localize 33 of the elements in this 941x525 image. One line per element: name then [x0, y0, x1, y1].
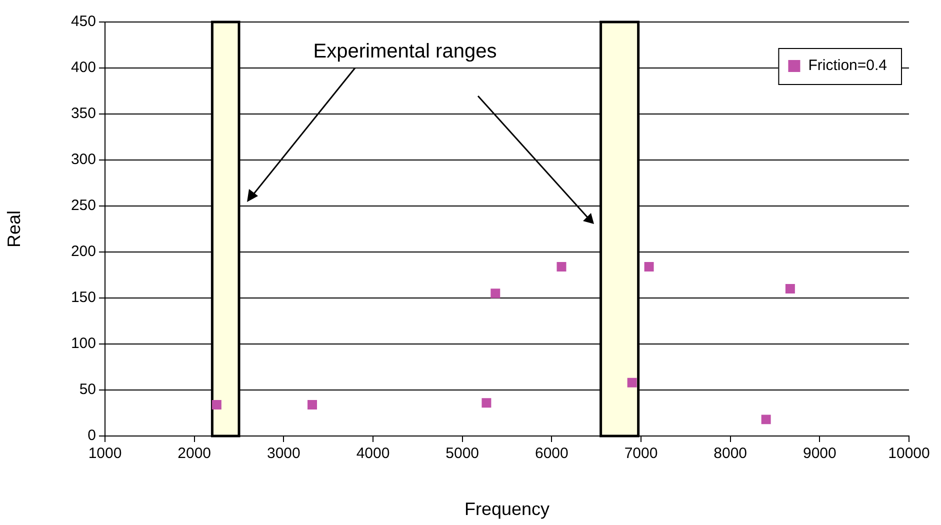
y-tick-label: 50 [79, 381, 96, 398]
point [556, 262, 566, 272]
y-tick-label: 150 [70, 289, 96, 306]
x-tick-label: 9000 [802, 445, 836, 462]
point [761, 414, 771, 424]
point [785, 284, 795, 294]
x-tick-label: 2000 [178, 445, 212, 462]
annotation: Experimental ranges [313, 40, 497, 63]
y-tick-label: 400 [70, 59, 96, 76]
point [644, 262, 654, 272]
x-tick-label: 8000 [714, 445, 748, 462]
y-tick-label: 350 [70, 105, 96, 122]
y-axis-title: Real [4, 210, 24, 248]
x-axis-title: Frequency [464, 499, 550, 520]
y-tick-label: 250 [70, 197, 96, 214]
point [482, 398, 492, 408]
x-tick-label: 3000 [266, 445, 300, 462]
y-tick-label: 0 [88, 427, 96, 444]
x-tick-label: 5000 [446, 445, 480, 462]
point [212, 400, 222, 410]
point [627, 378, 637, 388]
x-tick-label: 10000 [888, 445, 930, 462]
point [490, 288, 500, 298]
y-tick-label: 300 [70, 151, 96, 168]
x-tick-label: 6000 [534, 445, 568, 462]
x-tick-label: 7000 [624, 445, 658, 462]
x-tick-label: 1000 [88, 445, 122, 462]
legend-label: Friction=0.4 [808, 57, 888, 74]
y-tick-label: 100 [70, 335, 96, 352]
y-tick-label: 200 [70, 243, 96, 260]
point [308, 400, 317, 410]
y-tick-label: 450 [70, 13, 96, 30]
x-tick-label: 4000 [356, 445, 390, 462]
